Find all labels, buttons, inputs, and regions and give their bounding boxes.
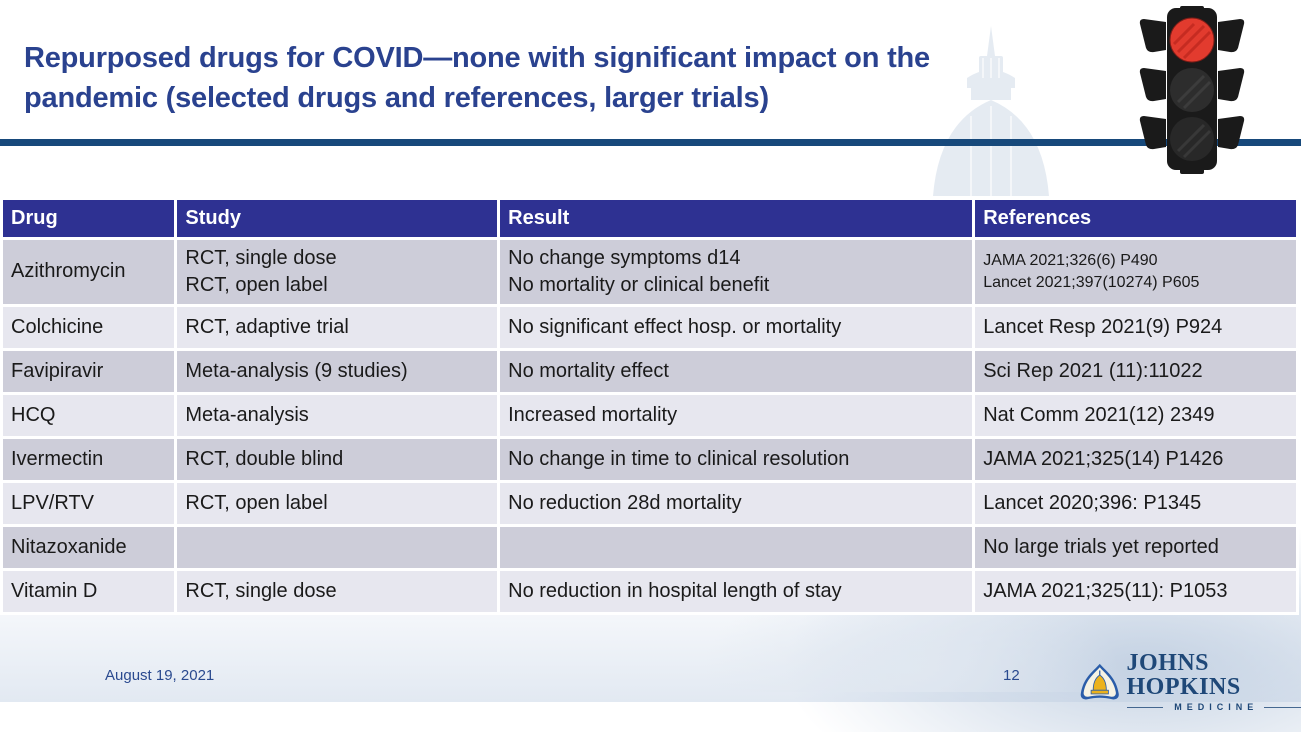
title-divider-line: [0, 139, 1301, 146]
cell-study: [176, 526, 499, 570]
cell-drug: Vitamin D: [2, 570, 176, 614]
column-header-references: References: [974, 199, 1298, 239]
cell-study: Meta-analysis: [176, 394, 499, 438]
column-header-drug: Drug: [2, 199, 176, 239]
cell-references: JAMA 2021;325(14) P1426: [974, 438, 1298, 482]
cell-study: RCT, adaptive trial: [176, 306, 499, 350]
cell-references: Lancet 2020;396: P1345: [974, 482, 1298, 526]
cell-result: Increased mortality: [499, 394, 974, 438]
cell-drug: HCQ: [2, 394, 176, 438]
cell-study: Meta-analysis (9 studies): [176, 350, 499, 394]
cell-references: Lancet Resp 2021(9) P924: [974, 306, 1298, 350]
cell-result: No change symptoms d14 No mortality or c…: [499, 239, 974, 306]
table-row: Nitazoxanide No large trials yet reported: [2, 526, 1298, 570]
cell-drug: Nitazoxanide: [2, 526, 176, 570]
cell-study: RCT, single dose: [176, 570, 499, 614]
page-number: 12: [1003, 667, 1020, 684]
cell-study: RCT, double blind: [176, 438, 499, 482]
page-title: Repurposed drugs for COVID—none with sig…: [24, 38, 1124, 118]
logo-rule-left: [1127, 707, 1164, 708]
cell-result: [499, 526, 974, 570]
cell-result: No significant effect hosp. or mortality: [499, 306, 974, 350]
cell-references: JAMA 2021;325(11): P1053: [974, 570, 1298, 614]
traffic-light-icon: [1136, 6, 1248, 174]
cell-drug: Colchicine: [2, 306, 176, 350]
column-header-result: Result: [499, 199, 974, 239]
cell-result: No mortality effect: [499, 350, 974, 394]
shield-dome-icon: [1080, 659, 1120, 705]
column-header-study: Study: [176, 199, 499, 239]
cell-references: Sci Rep 2021 (11):11022: [974, 350, 1298, 394]
cell-drug: Ivermectin: [2, 438, 176, 482]
footer-date: August 19, 2021: [105, 667, 214, 684]
cell-references: No large trials yet reported: [974, 526, 1298, 570]
cell-result: No reduction in hospital length of stay: [499, 570, 974, 614]
johns-hopkins-logo: JOHNS HOPKINS MEDICINE: [1080, 651, 1301, 712]
logo-name: JOHNS HOPKINS: [1127, 651, 1301, 699]
logo-division: MEDICINE: [1169, 703, 1258, 712]
logo-rule-right: [1264, 707, 1301, 708]
cell-drug: Favipiravir: [2, 350, 176, 394]
cell-study: RCT, open label: [176, 482, 499, 526]
cell-result: No change in time to clinical resolution: [499, 438, 974, 482]
cell-references: Nat Comm 2021(12) 2349: [974, 394, 1298, 438]
cell-drug: Azithromycin: [2, 239, 176, 306]
cell-drug: LPV/RTV: [2, 482, 176, 526]
cell-study: RCT, single dose RCT, open label: [176, 239, 499, 306]
cell-references: JAMA 2021;326(6) P490 Lancet 2021;397(10…: [974, 239, 1298, 306]
cell-result: No reduction 28d mortality: [499, 482, 974, 526]
